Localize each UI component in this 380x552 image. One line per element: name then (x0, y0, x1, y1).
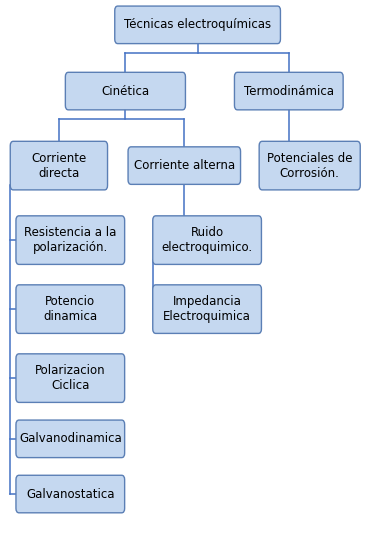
Text: Potenciales de
Corrosión.: Potenciales de Corrosión. (267, 152, 353, 179)
FancyBboxPatch shape (16, 475, 125, 513)
Text: Resistencia a la
polarización.: Resistencia a la polarización. (24, 226, 117, 254)
FancyBboxPatch shape (16, 354, 125, 402)
Text: Impedancia
Electroquimica: Impedancia Electroquimica (163, 295, 251, 323)
Text: Termodinámica: Termodinámica (244, 84, 334, 98)
FancyBboxPatch shape (115, 6, 280, 44)
FancyBboxPatch shape (10, 141, 108, 190)
Text: Cinética: Cinética (101, 84, 149, 98)
FancyBboxPatch shape (153, 216, 261, 264)
FancyBboxPatch shape (128, 147, 241, 184)
FancyBboxPatch shape (259, 141, 360, 190)
FancyBboxPatch shape (16, 420, 125, 458)
FancyBboxPatch shape (16, 216, 125, 264)
FancyBboxPatch shape (153, 285, 261, 333)
Text: Galvanostatica: Galvanostatica (26, 487, 114, 501)
Text: Galvanodinamica: Galvanodinamica (19, 432, 122, 445)
Text: Potencio
dinamica: Potencio dinamica (43, 295, 97, 323)
FancyBboxPatch shape (65, 72, 185, 110)
FancyBboxPatch shape (234, 72, 343, 110)
FancyBboxPatch shape (16, 285, 125, 333)
Text: Corriente alterna: Corriente alterna (134, 159, 235, 172)
Text: Polarizacion
Ciclica: Polarizacion Ciclica (35, 364, 106, 392)
Text: Técnicas electroquímicas: Técnicas electroquímicas (124, 18, 271, 31)
Text: Ruido
electroquimico.: Ruido electroquimico. (162, 226, 253, 254)
Text: Corriente
directa: Corriente directa (31, 152, 87, 179)
